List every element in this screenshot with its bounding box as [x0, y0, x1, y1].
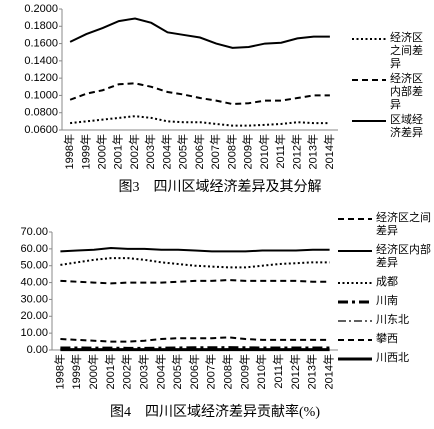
x-tick-label: 2005年	[170, 354, 184, 389]
legend-label: 川西北	[376, 352, 409, 364]
y-tick-label: 0.1000	[24, 89, 58, 101]
chart: 0.00 10.00 20.00 30.00 40.00 50.00 60.00 70.00 1…	[20, 226, 338, 420]
x-tick-label: 2012年	[288, 354, 302, 389]
x-tick-label: 2005年	[176, 134, 190, 169]
legend-label: 川东北	[376, 314, 409, 326]
legend-label: 经济区内部差异	[390, 73, 423, 111]
x-tick-label: 2000年	[86, 354, 100, 389]
x-tick-label: 2000年	[94, 134, 108, 169]
legend-entry: 成都	[338, 276, 434, 289]
legend-entry: 经济区之间差异	[352, 32, 428, 71]
x-tick-label: 2001年	[103, 354, 117, 389]
legend-swatch	[352, 38, 386, 40]
legend-swatch	[338, 300, 372, 304]
chart-title: 图4 四川区域经济差异贡献率(%)	[110, 403, 320, 420]
x-tick-label: 2014年	[321, 354, 335, 389]
y-tick-label: 0.2000	[24, 3, 58, 15]
x-tick-label: 1999年	[78, 134, 92, 169]
x-tick-label: 1999年	[69, 354, 83, 389]
legend-label: 川南	[376, 295, 398, 307]
series-line	[69, 82, 330, 106]
legend-entry: 区域经济差异	[352, 114, 428, 140]
legend-entry: 川东北	[338, 314, 434, 327]
legend-swatch	[352, 120, 386, 122]
legend-entry: 经济区内部差异	[338, 244, 434, 270]
legend-label: 区域经济差异	[390, 114, 423, 139]
series-line	[69, 17, 330, 49]
x-tick-label: 2006年	[192, 134, 206, 169]
y-tick-label: 50.00	[20, 260, 48, 272]
x-tick-label: 2003年	[143, 134, 157, 169]
y-tick-label: 0.1800	[24, 20, 58, 32]
y-tick-label: 20.00	[20, 310, 48, 322]
x-tick-label: 2002年	[120, 354, 134, 389]
y-tick-label: 0.1200	[24, 72, 58, 84]
x-tick-label: 2002年	[127, 134, 141, 169]
x-tick-label: 1998年	[62, 134, 76, 169]
x-tick-label: 2013年	[306, 134, 320, 169]
x-tick-label: 2014年	[322, 134, 336, 169]
x-tick-label: 2003年	[136, 354, 150, 389]
y-tick-label: 40.00	[20, 276, 48, 288]
x-tick-label: 2008年	[224, 134, 238, 169]
chart-title: 图3 四川区域经济差异及其分解	[119, 179, 322, 195]
chart: 0.0600 0.0800 0.1000 0.1200 0.1400 0.1600 0.18…	[24, 3, 338, 195]
y-tick-label: 0.0600	[24, 124, 58, 136]
x-tick-label: 2010年	[254, 354, 268, 389]
legend-entry: 经济区内部差异	[352, 73, 428, 112]
x-tick-label: 1998年	[52, 354, 66, 389]
legend-swatch	[338, 250, 372, 252]
legend-swatch	[338, 282, 372, 284]
legend: 经济区之间差异 经济区内部差异成都川南川东北攀西川西北	[338, 212, 434, 371]
x-tick-label: 2013年	[305, 354, 319, 389]
legend-swatch	[338, 320, 372, 322]
series-line	[60, 346, 330, 350]
legend-entry: 川西北	[338, 352, 434, 365]
series-line	[60, 336, 330, 343]
x-tick-label: 2006年	[187, 354, 201, 389]
x-tick-label: 2011年	[271, 354, 285, 389]
x-tick-label: 2001年	[111, 134, 125, 169]
legend-swatch	[338, 339, 372, 341]
x-tick-label: 2010年	[257, 134, 271, 169]
series-line	[70, 115, 330, 127]
y-tick-label: 10.00	[20, 327, 48, 339]
x-tick-label: 2004年	[153, 354, 167, 389]
series-line	[60, 279, 330, 285]
legend-entry: 攀西	[338, 333, 434, 346]
x-tick-label: 2008年	[221, 354, 235, 389]
y-tick-label: 0.1600	[24, 37, 58, 49]
legend-swatch	[352, 79, 386, 81]
x-tick-label: 2011年	[273, 134, 287, 169]
y-tick-label: 0.1400	[24, 55, 58, 67]
x-tick-label: 2007年	[208, 134, 222, 169]
y-tick-label: 0.00	[27, 344, 48, 356]
legend-swatch	[338, 218, 372, 220]
x-tick-label: 2007年	[204, 354, 218, 389]
legend-label: 成都	[376, 276, 398, 288]
y-tick-label: 0.0800	[24, 107, 58, 119]
legend-label: 经济区之间差异	[376, 212, 431, 237]
y-tick-label: 70.00	[20, 226, 48, 238]
x-tick-label: 2009年	[237, 354, 251, 389]
legend-label: 攀西	[376, 333, 398, 345]
legend-swatch	[338, 357, 372, 361]
legend: 经济区之间差异 经济区内部差异区域经济差异	[352, 32, 428, 142]
legend-entry: 川南	[338, 295, 434, 308]
series-line	[60, 247, 330, 253]
x-tick-label: 2009年	[241, 134, 255, 169]
x-tick-label: 2012年	[289, 134, 303, 169]
legend-entry: 经济区之间差异	[338, 212, 434, 238]
legend-label: 经济区之间差异	[390, 32, 423, 70]
legend-label: 经济区内部差异	[376, 244, 431, 269]
x-tick-label: 2004年	[159, 134, 173, 169]
y-tick-label: 60.00	[20, 243, 48, 255]
series-line	[60, 257, 330, 269]
y-tick-label: 30.00	[20, 293, 48, 305]
